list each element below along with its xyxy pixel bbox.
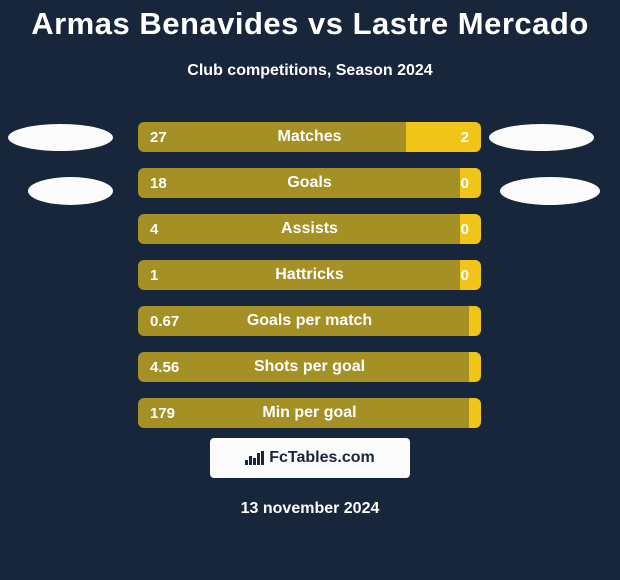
stat-row: 179Min per goal [138, 398, 481, 428]
stat-right-bar [469, 306, 481, 336]
comparison-infographic: Armas Benavides vs Lastre Mercado Club c… [0, 0, 620, 580]
avatar-placeholder [28, 177, 113, 205]
date-label: 13 november 2024 [0, 500, 620, 518]
stat-right-value: 2 [461, 129, 469, 146]
stat-right-bar: 0 [460, 260, 481, 290]
stat-left-value: 4.56 [150, 359, 179, 376]
bar-chart-icon [245, 451, 263, 465]
stat-row: 10Hattricks [138, 260, 481, 290]
stat-right-bar: 0 [460, 214, 481, 244]
stat-right-bar [469, 398, 481, 428]
stat-row: 40Assists [138, 214, 481, 244]
stat-right-bar: 0 [460, 168, 481, 198]
stat-right-bar [469, 352, 481, 382]
stat-left-bar: 0.67 [138, 306, 469, 336]
page-title: Armas Benavides vs Lastre Mercado [0, 6, 620, 42]
stat-left-value: 4 [150, 221, 158, 238]
stat-row: 0.67Goals per match [138, 306, 481, 336]
stat-left-bar: 1 [138, 260, 460, 290]
stat-left-value: 18 [150, 175, 167, 192]
stat-rows: 272Matches180Goals40Assists10Hattricks0.… [138, 122, 481, 444]
stat-row: 272Matches [138, 122, 481, 152]
stat-right-bar: 2 [406, 122, 481, 152]
stat-left-bar: 27 [138, 122, 406, 152]
stat-left-bar: 4 [138, 214, 460, 244]
stat-left-value: 27 [150, 129, 167, 146]
stat-left-value: 1 [150, 267, 158, 284]
fctables-logo: FcTables.com [210, 438, 410, 478]
avatar-placeholder [8, 124, 113, 151]
stat-row: 4.56Shots per goal [138, 352, 481, 382]
stat-right-value: 0 [461, 221, 469, 238]
stat-left-bar: 4.56 [138, 352, 469, 382]
stat-right-value: 0 [461, 267, 469, 284]
avatar-placeholder [489, 124, 594, 151]
logo-text: FcTables.com [269, 449, 375, 467]
stat-left-value: 0.67 [150, 313, 179, 330]
avatar-placeholder [500, 177, 600, 205]
stat-left-bar: 179 [138, 398, 469, 428]
stat-left-value: 179 [150, 405, 175, 422]
subtitle: Club competitions, Season 2024 [0, 62, 620, 80]
stat-left-bar: 18 [138, 168, 460, 198]
stat-right-value: 0 [461, 175, 469, 192]
stat-row: 180Goals [138, 168, 481, 198]
